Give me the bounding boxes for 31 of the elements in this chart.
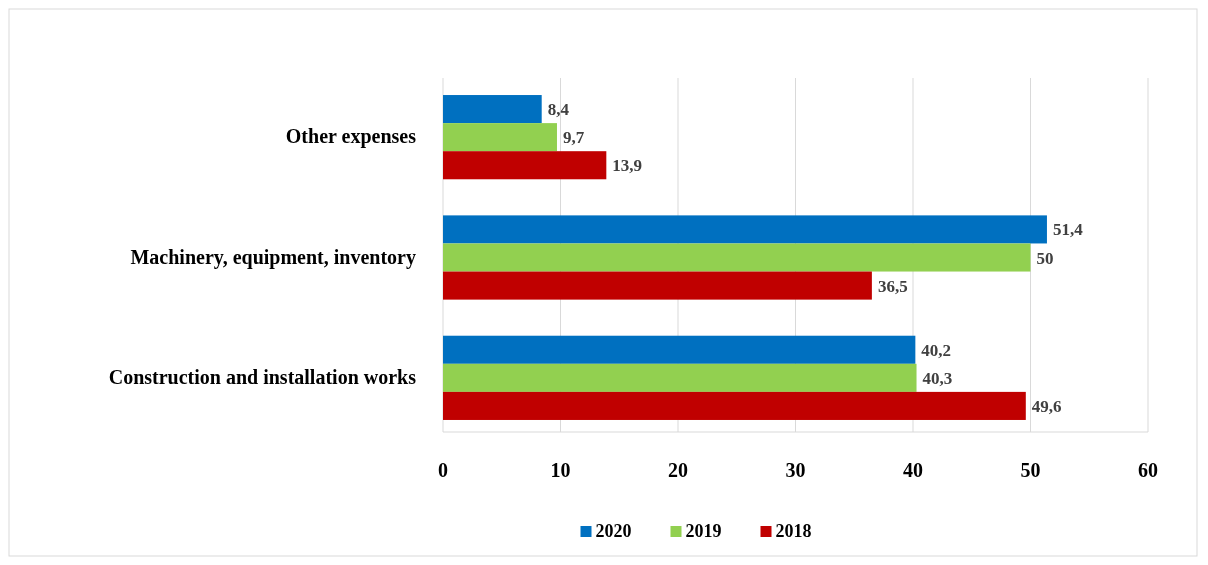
bar [443, 243, 1031, 272]
bar [443, 271, 872, 300]
bar [443, 335, 916, 364]
bar [443, 151, 607, 180]
x-tick-label: 40 [903, 459, 923, 481]
data-label: 36,5 [877, 276, 908, 296]
y-tick-label: Machinery, equipment, inventory [130, 245, 416, 269]
data-label: 49,6 [1031, 396, 1062, 416]
data-label: 8,4 [547, 100, 570, 120]
x-tick-label: 0 [438, 459, 448, 481]
bar [443, 391, 1026, 420]
data-label: 9,7 [562, 128, 585, 148]
y-tick-label: Other expenses [285, 125, 417, 149]
legend-label: 2018 [775, 521, 812, 541]
bar [443, 215, 1047, 244]
bar [443, 363, 917, 392]
bar [443, 123, 557, 152]
data-label: 13,9 [612, 156, 643, 176]
x-tick-label: 10 [550, 459, 571, 481]
y-tick-label: Construction and installation works [108, 365, 417, 388]
x-tick-label: 60 [1138, 459, 1158, 481]
x-tick-label: 30 [785, 459, 806, 481]
legend-label: 2019 [685, 521, 722, 541]
data-label: 40,2 [921, 340, 952, 360]
data-label: 50 [1036, 248, 1054, 268]
legend-label: 2020 [595, 521, 632, 541]
bar [443, 95, 542, 124]
x-tick-label: 20 [668, 459, 688, 481]
data-label: 40,3 [922, 368, 953, 388]
x-tick-label: 50 [1020, 459, 1041, 481]
data-label: 51,4 [1052, 220, 1084, 240]
